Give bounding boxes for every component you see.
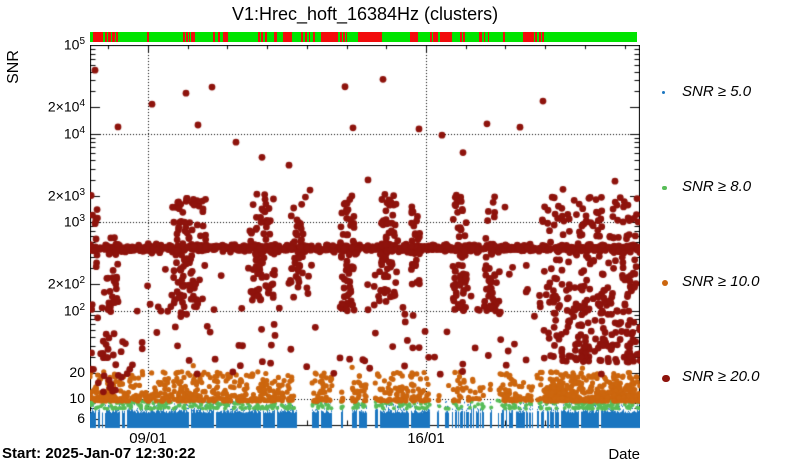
status-alert-segment (107, 32, 111, 42)
status-alert-segment (339, 32, 342, 42)
status-alert-segment (534, 32, 537, 42)
y-tick-label: 103 (63, 213, 85, 230)
status-alert-segment (409, 32, 413, 42)
status-alert-segment (190, 32, 193, 42)
y-tick-label: 10 (69, 390, 85, 407)
status-bar (90, 32, 637, 42)
status-alert-segment (479, 32, 482, 42)
plot-canvas (90, 45, 640, 429)
status-alert-segment (185, 32, 188, 42)
legend-marker-icon (662, 91, 665, 95)
status-alert-segment (217, 32, 220, 42)
status-alert-segment (342, 32, 345, 42)
status-alert-segment (261, 32, 264, 42)
legend-marker-icon (662, 374, 670, 383)
status-alert-segment (93, 32, 103, 42)
status-alert-segment (483, 32, 485, 42)
status-alert-segment (300, 32, 304, 42)
status-alert-segment (542, 32, 544, 42)
legend-label: SNR ≥ 5.0 (682, 82, 752, 100)
y-tick-label: 2×103 (47, 186, 85, 204)
status-alert-segment (430, 32, 432, 42)
status-alert-segment (116, 32, 119, 42)
x-tick-label: 16/01 (407, 430, 445, 447)
legend-entry-snr_ge_8: SNR ≥ 8.0 (648, 178, 805, 198)
status-alert-segment (462, 32, 465, 42)
y-tick-label: 2×102 (47, 275, 85, 292)
legend-label: SNR ≥ 20.0 (682, 368, 760, 386)
legend-entry-snr_ge_10: SNR ≥ 10.0 (648, 273, 805, 293)
legend-entry-snr_ge_5: SNR ≥ 5.0 (648, 83, 805, 103)
status-alert-segment (413, 32, 418, 42)
status-alert-segment (305, 32, 308, 42)
status-alert-segment (502, 32, 505, 42)
legend-marker-icon (662, 185, 667, 191)
status-alert-segment (146, 32, 149, 42)
status-alert-segment (257, 32, 260, 42)
y-tick-label: 105 (63, 36, 85, 53)
status-alert-segment (432, 32, 438, 42)
status-alert-segment (321, 32, 339, 42)
status-alert-segment (274, 32, 277, 42)
status-alert-segment (523, 32, 534, 42)
status-alert-segment (487, 32, 489, 42)
x-tick-label: 09/01 (129, 430, 167, 447)
status-alert-segment (222, 32, 228, 42)
status-alert-segment (459, 32, 462, 42)
status-alert-segment (193, 32, 196, 42)
status-alert-segment (188, 32, 190, 42)
legend-entry-snr_ge_20: SNR ≥ 20.0 (648, 368, 805, 388)
status-alert-segment (440, 32, 453, 42)
plot-area (90, 45, 640, 429)
status-alert-segment (282, 32, 292, 42)
status-alert-segment (213, 32, 215, 42)
y-tick-label: 6 (77, 409, 85, 426)
status-alert-segment (357, 32, 382, 42)
y-tick-label: 102 (63, 301, 85, 319)
status-alert-segment (345, 32, 347, 42)
legend: SNR ≥ 5.0 SNR ≥ 8.0 SNR ≥ 10.0 SNR ≥ 20.0 (648, 45, 805, 429)
legend-label: SNR ≥ 8.0 (682, 177, 752, 195)
x-axis-title: Date (608, 446, 640, 463)
legend-marker-icon (662, 280, 668, 287)
status-alert-segment (105, 32, 108, 42)
status-alert-segment (313, 32, 315, 42)
y-tick-label: 2×104 (47, 97, 85, 115)
status-alert-segment (538, 32, 541, 42)
status-alert-segment (264, 32, 267, 42)
legend-label: SNR ≥ 10.0 (682, 273, 760, 291)
status-alert-segment (111, 32, 115, 42)
y-tick-label: 20 (69, 363, 85, 380)
start-time-label: Start: 2025-Jan-07 12:30:22 (2, 445, 196, 462)
y-tick-label: 104 (63, 124, 85, 142)
page-title: V1:Hrec_hoft_16384Hz (clusters) (231, 4, 499, 24)
status-alert-segment (182, 32, 185, 42)
status-alert-segment (309, 32, 311, 42)
